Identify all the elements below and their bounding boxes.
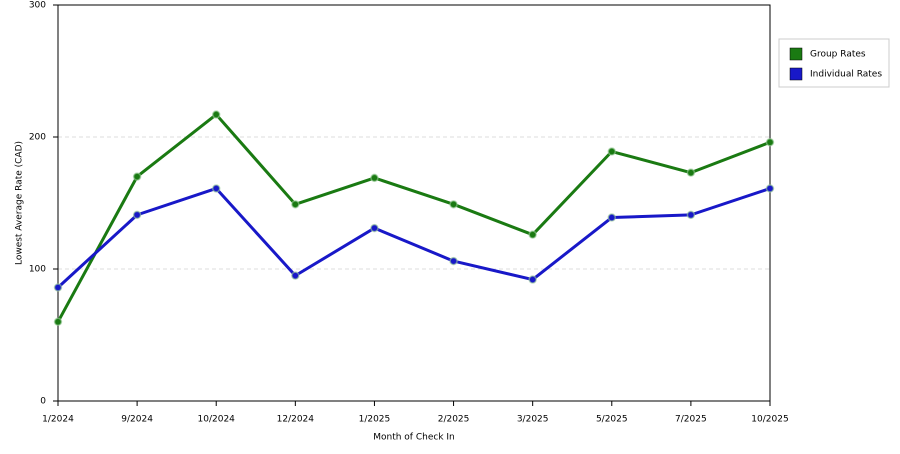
legend-label: Individual Rates xyxy=(810,70,882,80)
x-tick-label: 3/2025 xyxy=(517,415,549,425)
x-axis-label: Month of Check In xyxy=(373,433,455,443)
x-tick-label: 1/2024 xyxy=(42,415,74,425)
data-point xyxy=(211,110,221,119)
data-point xyxy=(686,168,696,177)
series-line xyxy=(56,186,771,289)
legend-label: Group Rates xyxy=(810,50,866,60)
data-point xyxy=(211,184,221,193)
y-axis-label: Lowest Average Rate (CAD) xyxy=(15,141,25,265)
legend-swatch xyxy=(789,47,803,61)
data-point xyxy=(449,200,458,209)
data-point xyxy=(449,256,458,266)
series-line xyxy=(56,113,771,323)
data-point xyxy=(686,210,696,220)
y-tick-label: 100 xyxy=(29,265,46,275)
plot-frame xyxy=(57,4,771,402)
legend-swatch xyxy=(789,67,803,81)
x-tick-label: 1/2025 xyxy=(359,415,391,425)
data-point xyxy=(291,271,300,280)
data-point xyxy=(765,184,775,193)
y-tick-label: 0 xyxy=(40,397,46,407)
data-point xyxy=(132,210,142,220)
y-tick-label: 300 xyxy=(29,1,46,11)
x-tick-label: 10/2025 xyxy=(751,415,788,425)
data-point xyxy=(528,230,537,239)
data-point xyxy=(132,172,142,181)
data-point xyxy=(607,147,617,156)
x-tick-label: 2/2025 xyxy=(438,415,470,425)
x-tick-label: 12/2024 xyxy=(277,415,315,425)
data-point xyxy=(528,275,537,284)
data-point xyxy=(607,213,617,222)
data-point xyxy=(53,317,63,327)
x-tick-label: 7/2025 xyxy=(675,415,707,425)
data-point xyxy=(53,283,63,292)
data-point xyxy=(370,223,379,233)
data-point xyxy=(370,173,379,183)
data-point xyxy=(291,200,300,209)
y-tick-label: 200 xyxy=(29,133,46,143)
data-point xyxy=(765,138,775,147)
x-tick-label: 10/2024 xyxy=(198,415,236,425)
x-tick-label: 5/2025 xyxy=(596,415,628,425)
x-tick-label: 9/2024 xyxy=(121,415,153,425)
